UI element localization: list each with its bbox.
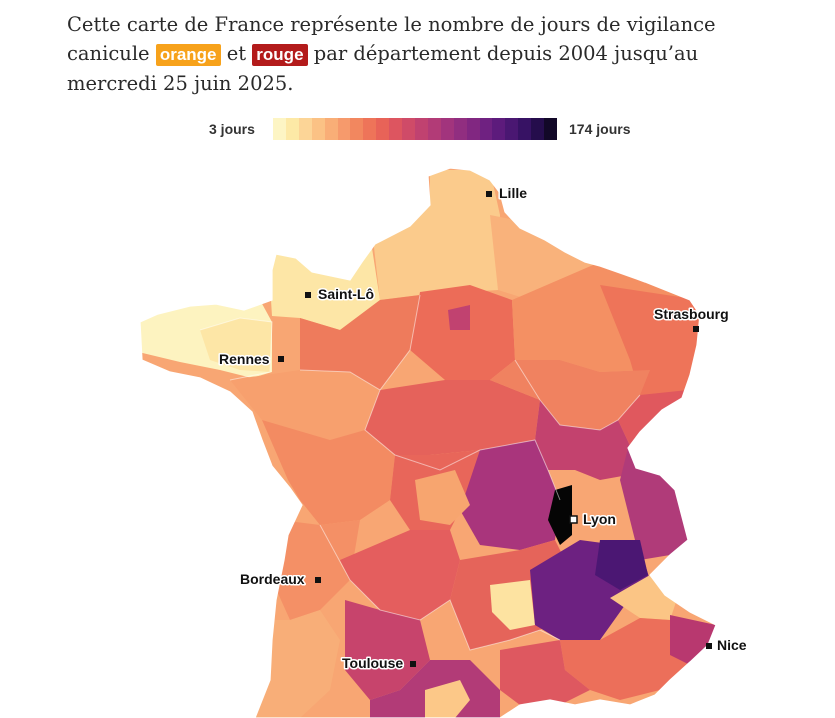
legend-swatch bbox=[337, 118, 351, 140]
city-strasbourg: Strasbourg Strasbourg bbox=[653, 305, 730, 332]
legend-swatch bbox=[273, 118, 286, 140]
legend-swatch bbox=[298, 118, 312, 140]
city-label-lyon: Lyon bbox=[583, 511, 616, 527]
city-nice: Nice Nice bbox=[706, 636, 748, 655]
legend-swatch bbox=[453, 118, 467, 140]
svg-text:Rennes: Rennes bbox=[219, 351, 270, 367]
city-label-saint-lo: Saint-Lô bbox=[318, 286, 374, 302]
legend-swatch bbox=[376, 118, 390, 140]
city-label-rennes: Rennes bbox=[219, 351, 270, 367]
legend-swatch bbox=[311, 118, 325, 140]
city-bordeaux: Bordeaux Bordeaux bbox=[239, 570, 321, 589]
city-lyon: Lyon Lyon bbox=[569, 510, 617, 529]
city-label-strasbourg: Strasbourg bbox=[654, 306, 729, 322]
france-choropleth-map: Lille Lille Saint-Lô Saint-Lô Strasbourg… bbox=[139, 167, 749, 718]
legend-swatch bbox=[427, 118, 441, 140]
legend-swatch bbox=[466, 118, 480, 140]
svg-text:Bordeaux: Bordeaux bbox=[240, 571, 305, 587]
intro-text-before: Cette carte de France représente le nomb… bbox=[67, 13, 716, 65]
city-label-lille: Lille bbox=[499, 185, 527, 201]
legend-swatch bbox=[389, 118, 403, 140]
rouge-tag: rouge bbox=[252, 44, 308, 66]
france-outline bbox=[139, 167, 717, 718]
legend-swatch bbox=[285, 118, 299, 140]
legend-swatch bbox=[440, 118, 454, 140]
legend-swatch bbox=[414, 118, 428, 140]
city-saint-lo: Saint-Lô Saint-Lô bbox=[305, 285, 376, 304]
legend-swatch bbox=[505, 118, 519, 140]
city-toulouse: Toulouse Toulouse bbox=[341, 654, 416, 673]
city-rennes: Rennes Rennes bbox=[218, 350, 284, 369]
legend-swatch bbox=[518, 118, 532, 140]
city-lille: Lille Lille bbox=[486, 184, 529, 203]
legend-swatch bbox=[492, 118, 506, 140]
legend-color-ramp bbox=[273, 118, 557, 140]
svg-text:Toulouse: Toulouse bbox=[342, 655, 403, 671]
svg-text:Nice: Nice bbox=[717, 637, 747, 653]
svg-text:Saint-Lô: Saint-Lô bbox=[318, 286, 374, 302]
orange-tag: orange bbox=[155, 44, 221, 66]
legend-min-label: 3 jours bbox=[209, 121, 255, 137]
svg-text:Lille: Lille bbox=[499, 185, 527, 201]
intro-text: Cette carte de France représente le nomb… bbox=[67, 10, 777, 98]
city-label-bordeaux: Bordeaux bbox=[240, 571, 305, 587]
legend-swatch bbox=[531, 118, 545, 140]
intro-text-after: par département depuis 2004 jusqu’au mer… bbox=[67, 42, 699, 95]
city-label-nice: Nice bbox=[717, 637, 747, 653]
intro-text-mid: et bbox=[226, 42, 247, 65]
svg-text:Lyon: Lyon bbox=[583, 511, 616, 527]
svg-text:Strasbourg: Strasbourg bbox=[654, 306, 729, 322]
city-label-toulouse: Toulouse bbox=[342, 655, 403, 671]
legend-swatch bbox=[324, 118, 338, 140]
legend-swatch bbox=[402, 118, 415, 140]
legend-max-label: 174 jours bbox=[569, 121, 631, 137]
legend-swatch bbox=[350, 118, 364, 140]
city-markers: Lille Lille Saint-Lô Saint-Lô Strasbourg… bbox=[218, 184, 749, 673]
legend-swatch bbox=[363, 118, 377, 140]
departments bbox=[140, 168, 716, 718]
legend-swatch bbox=[479, 118, 493, 140]
legend-swatch bbox=[544, 118, 557, 140]
